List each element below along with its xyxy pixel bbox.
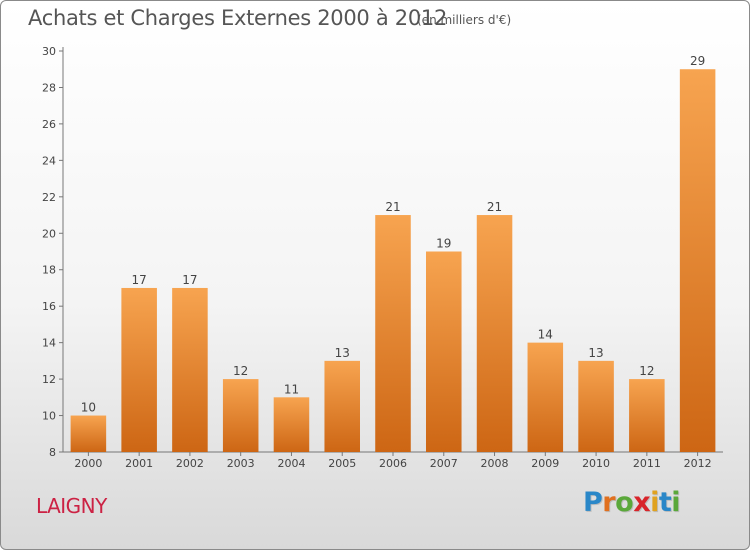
bar-value-label: 12 [639, 364, 654, 378]
x-tick-label: 2008 [481, 457, 509, 470]
x-tick-label: 2007 [430, 457, 458, 470]
y-tick-label: 18 [42, 264, 56, 277]
bar [70, 415, 107, 452]
y-tick-label: 8 [49, 446, 56, 459]
logo-letter: t [658, 487, 672, 518]
bar [172, 287, 208, 452]
proxiti-logo: Proxiti [583, 487, 681, 518]
bar [578, 360, 614, 452]
bar-value-label: 21 [487, 200, 502, 214]
x-tick-label: 2009 [531, 457, 559, 470]
y-tick-label: 10 [42, 410, 56, 423]
y-tick-label: 16 [42, 300, 56, 313]
y-tick-label: 14 [42, 337, 56, 350]
x-tick-label: 2005 [328, 457, 356, 470]
bar-value-label: 13 [335, 346, 350, 360]
x-tick-label: 2011 [633, 457, 661, 470]
y-tick-label: 30 [42, 45, 56, 58]
x-tick-label: 2006 [379, 457, 407, 470]
x-tick-label: 2010 [582, 457, 610, 470]
logo-letter: i [671, 487, 681, 518]
y-tick-label: 28 [42, 81, 56, 94]
bar [121, 287, 157, 452]
logo-letter: x [633, 487, 651, 518]
x-tick-label: 2002 [176, 457, 204, 470]
bar [629, 379, 665, 452]
y-tick-label: 24 [42, 154, 56, 167]
logo-letter: r [602, 487, 616, 518]
bar [273, 397, 310, 452]
bar-value-label: 13 [588, 346, 603, 360]
bar-value-label: 10 [81, 401, 96, 415]
bar-value-label: 14 [538, 328, 553, 342]
x-tick-label: 2003 [227, 457, 255, 470]
bar-value-label: 11 [284, 382, 299, 396]
chart-subtitle: (en milliers d'€) [417, 13, 512, 27]
bar [679, 69, 716, 453]
x-tick-label: 2000 [74, 457, 102, 470]
logo-letter: o [615, 487, 634, 518]
y-tick-label: 20 [42, 227, 56, 240]
logo-letter: i [650, 487, 659, 518]
bar [527, 342, 564, 452]
x-tick-label: 2001 [125, 457, 153, 470]
bar-value-label: 12 [233, 364, 248, 378]
y-tick-label: 12 [42, 373, 56, 386]
bar [375, 215, 411, 452]
bar [222, 379, 259, 452]
x-tick-label: 2012 [684, 457, 712, 470]
bar [426, 251, 462, 452]
bar-value-label: 29 [690, 54, 705, 68]
bar-value-label: 21 [385, 200, 400, 214]
commune-name: LAIGNY [36, 494, 107, 518]
bar-value-label: 19 [436, 237, 451, 251]
bar-value-label: 17 [132, 273, 147, 287]
bar-value-label: 17 [182, 273, 197, 287]
logo-letter: P [583, 487, 603, 518]
bar [324, 360, 360, 452]
y-tick-label: 26 [42, 118, 56, 131]
bar [476, 215, 513, 452]
x-tick-label: 2004 [277, 457, 305, 470]
y-tick-label: 22 [42, 191, 56, 204]
chart-title: Achats et Charges Externes 2000 à 2012 [28, 6, 448, 30]
